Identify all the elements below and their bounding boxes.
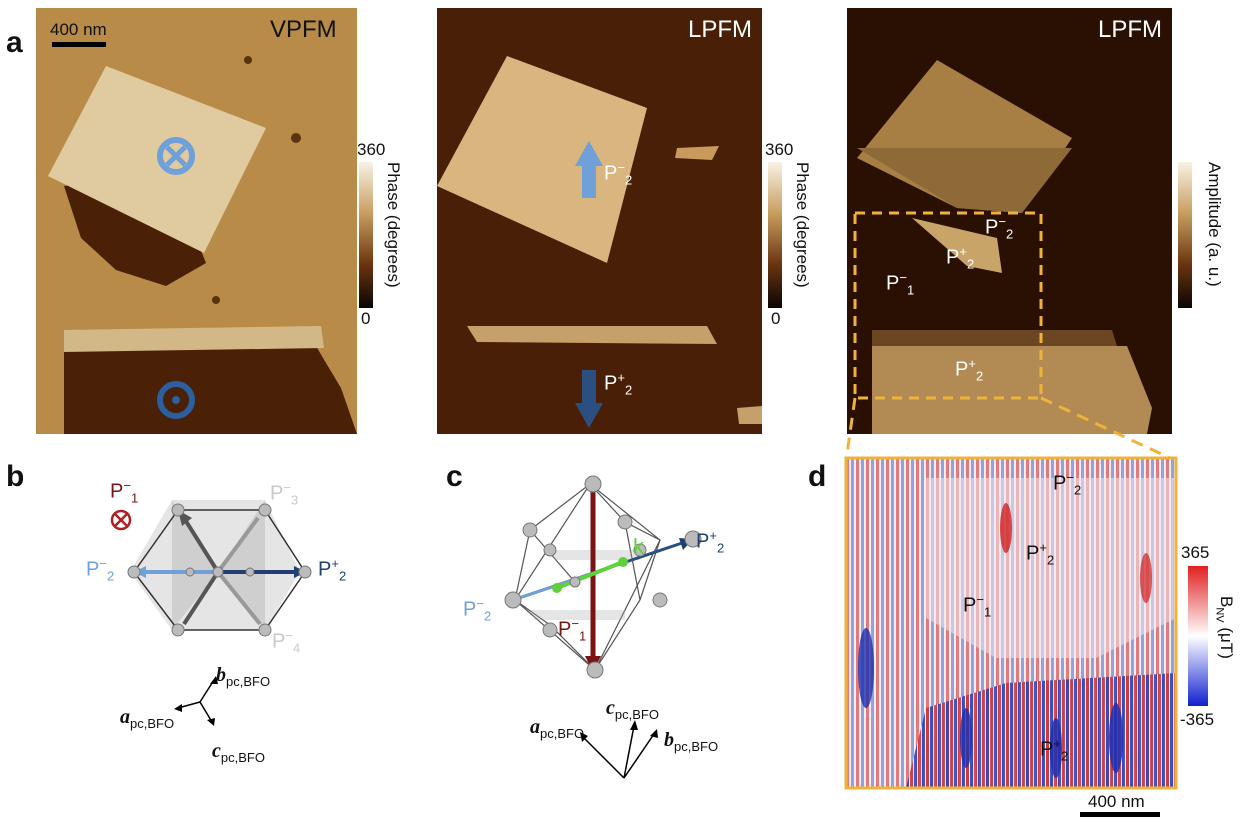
axis-b-label-b: bpc,BFO (216, 664, 271, 689)
label-p2-plus-b: P+2 (318, 556, 347, 584)
amplitude-label: Amplitude (a. u.) (1205, 162, 1224, 287)
axis-a-label-b: apc,BFO (120, 706, 175, 731)
arrow-up-icon (575, 141, 603, 198)
label-p1-minus-b: P−1 (110, 478, 139, 506)
phase2-min: 0 (771, 309, 781, 328)
label-p2-minus-lpfm: P−2 (604, 160, 633, 188)
label-p2-plus-lpfm: P+2 (604, 370, 633, 398)
scalebar-label-bottom: 400 nm (1088, 792, 1145, 811)
bnv-colorbar (1188, 566, 1208, 706)
label-p1-minus-c: P−1 (558, 616, 587, 644)
panel-label-b: b (6, 460, 25, 493)
axis-c-label-c: cpc,BFO (606, 697, 659, 722)
phase-colorbar-2 (768, 162, 782, 308)
lpfm-phase-image (437, 8, 762, 434)
panel-label-c: c (446, 460, 463, 493)
axis-c-label-b: cpc,BFO (212, 740, 265, 765)
hexagon-diagram (127, 500, 312, 637)
phase1-label: Phase (degrees) (384, 162, 403, 288)
phase2-max: 360 (765, 140, 794, 159)
panel-label-d: d (808, 460, 827, 493)
lpfm-amplitude-image (847, 8, 1172, 434)
axis-a-label-c: apc,BFO (530, 716, 585, 741)
bnv-max: 365 (1181, 543, 1210, 562)
unit-cell-diagram (504, 475, 702, 679)
label-p2-minus-amp: P−2 (985, 214, 1014, 242)
amplitude-colorbar (1178, 162, 1192, 308)
phase1-min: 0 (361, 309, 371, 328)
axes-c (580, 720, 658, 779)
into-plane-icon (157, 137, 195, 175)
bnv-label: BNV (μT) (1213, 596, 1236, 659)
phase2-label: Phase (degrees) (793, 162, 812, 288)
bnv-map (844, 456, 1178, 790)
into-plane-icon-b (110, 509, 132, 531)
axis-b-label-c: bpc,BFO (664, 729, 719, 754)
arrow-down-icon (575, 370, 603, 428)
label-p2-minus-b: P−2 (86, 556, 115, 584)
label-p4-minus-b: P−4 (272, 628, 301, 656)
out-of-plane-icon (157, 381, 195, 419)
axes-b (174, 676, 218, 726)
lpfm-phase-title: LPFM (688, 16, 753, 43)
lpfm-amp-title: LPFM (1098, 16, 1163, 43)
label-p1-minus-amp: P−1 (886, 270, 915, 298)
label-k-c: k (633, 534, 644, 559)
label-p2-minus-d: P−2 (1053, 470, 1082, 498)
phase1-max: 360 (357, 140, 386, 159)
label-p3-minus-b: P−3 (270, 480, 299, 508)
panel-label-a: a (6, 26, 23, 59)
label-p2-minus-c: P−2 (463, 596, 492, 624)
label-p2-plus-d-lower: P+2 (1040, 736, 1069, 764)
vpfm-title: VPFM (270, 16, 337, 43)
label-p2-plus-c: P+2 (696, 528, 725, 556)
scalebar-label-top: 400 nm (50, 20, 107, 39)
label-p2-plus-d-upper: P+2 (1026, 540, 1055, 568)
label-p2-plus-amp-upper: P+2 (946, 244, 975, 272)
vpfm-image (36, 8, 357, 434)
bnv-min: -365 (1180, 710, 1215, 729)
scalebar-bottom (1080, 812, 1160, 817)
zoom-lines (845, 396, 1171, 460)
label-p2-plus-amp-lower: P+2 (955, 356, 984, 384)
phase-colorbar-1 (359, 162, 373, 308)
label-p1-minus-d: P−1 (963, 592, 992, 620)
